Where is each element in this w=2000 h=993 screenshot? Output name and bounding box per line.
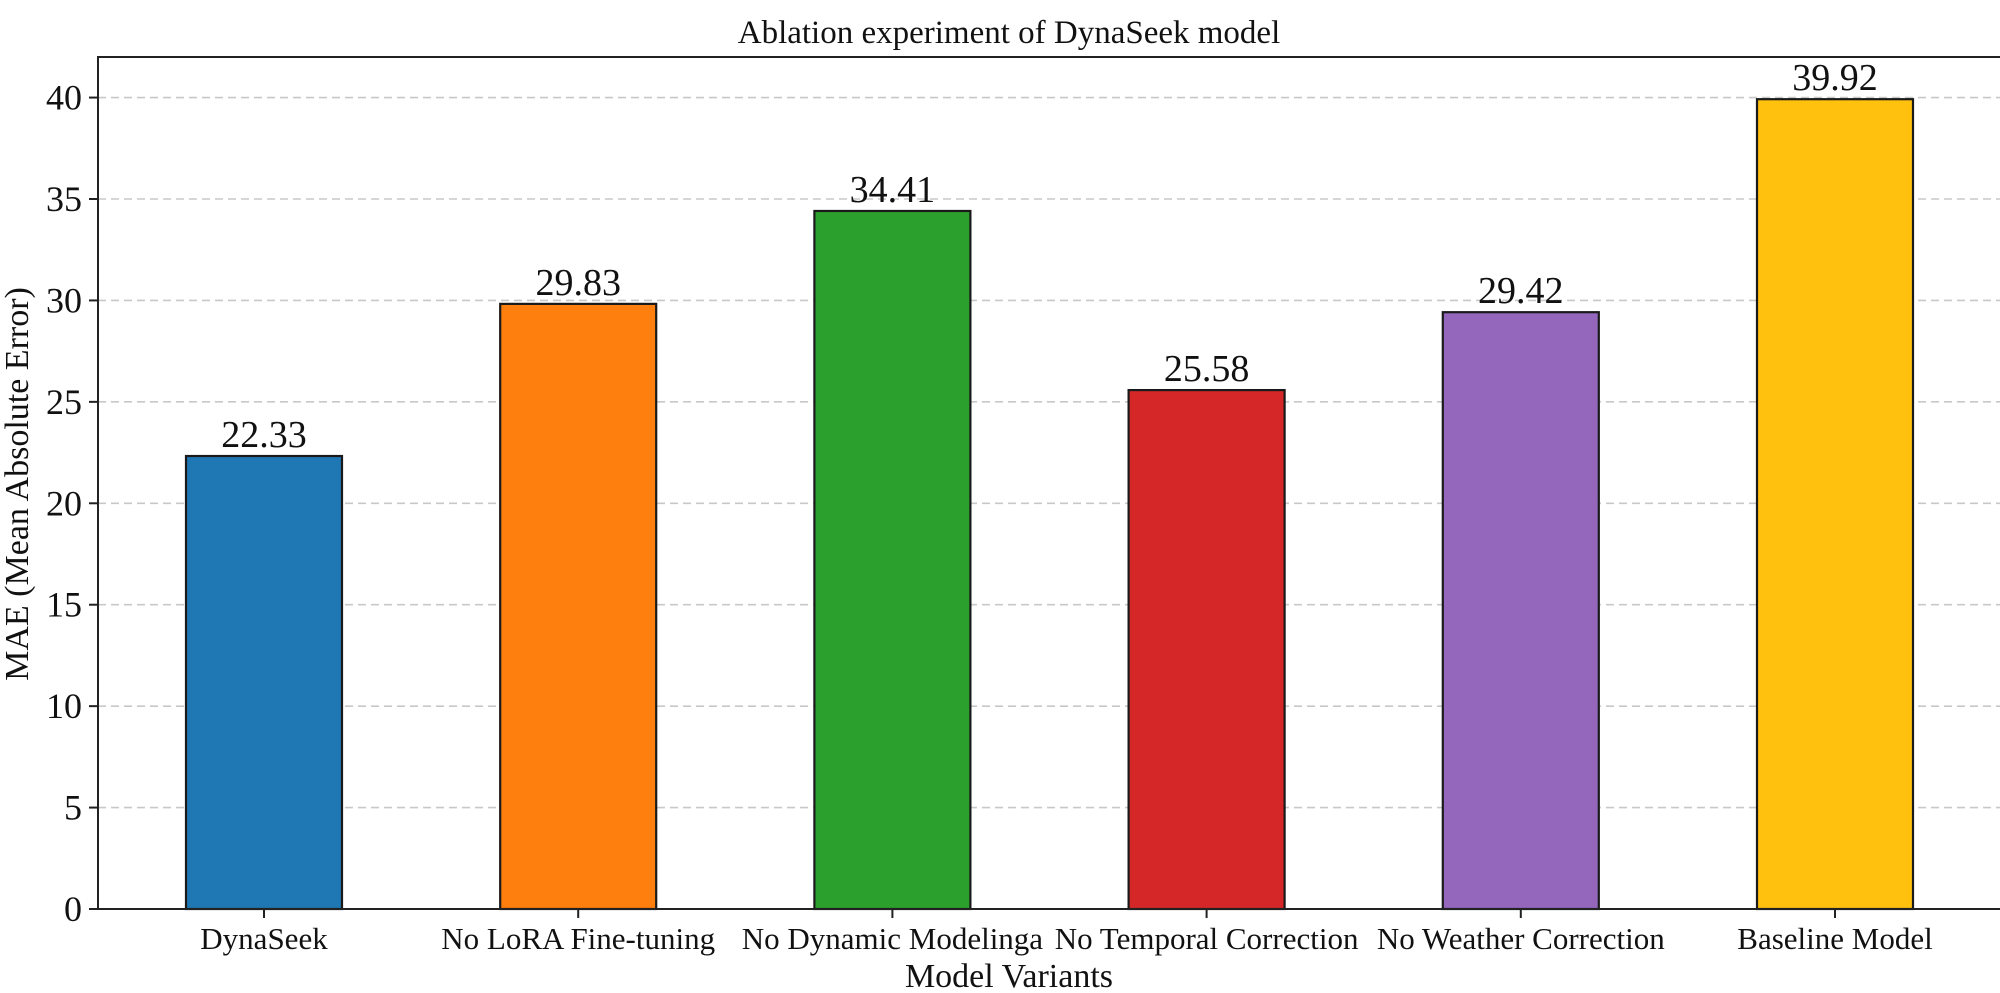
y-tick-label: 10	[46, 686, 82, 726]
y-tick-label: 15	[46, 585, 82, 625]
y-tick-label: 20	[46, 483, 82, 523]
value-label: 34.41	[850, 169, 936, 211]
x-tick-label: No Temporal Correction	[1055, 921, 1359, 956]
y-tick-label: 0	[64, 889, 82, 929]
x-tick-label: No Dynamic Modelinga	[742, 921, 1044, 956]
y-tick-label: 40	[46, 78, 82, 118]
value-label: 29.42	[1478, 270, 1564, 312]
y-tick-label: 35	[46, 179, 82, 219]
y-tick-label: 30	[46, 280, 82, 320]
bar	[813, 209, 972, 911]
value-label: 29.83	[535, 262, 621, 304]
value-labels: 22.33 29.83 34.41 25.58 29.42 39.92	[221, 57, 1878, 456]
plot-frame	[97, 56, 2000, 910]
gridlines	[98, 96, 2000, 809]
value-label: 22.33	[221, 414, 307, 456]
x-axis-label: Model Variants	[905, 958, 1113, 993]
x-tick-label: Baseline Model	[1737, 921, 1932, 956]
x-axis-ticks: DynaSeek No LoRA Fine-tuning No Dynamic Mo…	[200, 909, 1933, 956]
bar	[184, 454, 344, 911]
y-tick-label: 25	[46, 382, 82, 422]
y-axis-label: MAE (Mean Absolute Error)	[0, 287, 36, 681]
bar	[1127, 388, 1286, 911]
x-tick-label: No LoRA Fine-tuning	[441, 921, 715, 956]
bar	[1441, 311, 1600, 911]
y-tick-label: 5	[64, 788, 82, 828]
x-tick-label: No Weather Correction	[1377, 921, 1665, 956]
bars	[184, 98, 1915, 911]
chart-title: Ablation experiment of DynaSeek model	[738, 15, 1281, 51]
x-tick-label: DynaSeek	[200, 921, 328, 956]
value-label: 25.58	[1164, 348, 1250, 390]
y-axis-ticks: 0 5 10 15 20 25 30 35 40	[46, 78, 98, 929]
bar	[499, 302, 658, 911]
bar	[1755, 98, 1915, 911]
value-label: 39.92	[1792, 57, 1878, 99]
